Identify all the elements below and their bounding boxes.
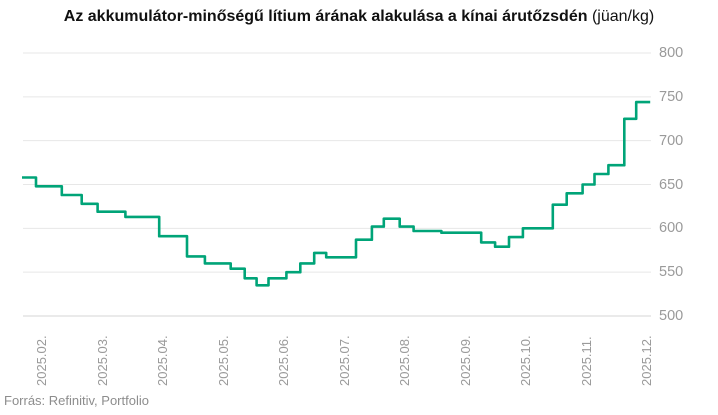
y-tick-label-650: 650: [659, 176, 684, 193]
x-tick-label-2025-09-: 2025.09.: [457, 335, 473, 386]
source-note: Forrás: Refinitiv, Portfolio: [4, 393, 149, 408]
x-tick-label-2025-04-: 2025.04.: [155, 335, 170, 386]
x-tick-label-2025-03-: 2025.03.: [94, 335, 110, 386]
chart-title-unit: (jüan/kg): [587, 8, 655, 25]
x-tick-label-2025-02-: 2025.02.: [34, 335, 49, 386]
x-tick-label-2025-06-: 2025.06.: [276, 335, 291, 386]
x-tick-label-2025-10-: 2025.10.: [518, 335, 533, 386]
y-tick-label-600: 600: [659, 220, 684, 237]
y-tick-label-700: 700: [659, 132, 684, 149]
price-line: [22, 100, 651, 287]
y-tick-label-800: 800: [659, 45, 684, 61]
y-tick-label-550: 550: [659, 264, 684, 281]
chart-title-main: Az akkumulátor-minőségű lítium árának al…: [63, 8, 588, 25]
x-tick-label-2025-07-: 2025.07.: [336, 335, 352, 386]
y-tick-label-750: 750: [659, 88, 684, 105]
y-tick-label-500: 500: [659, 308, 684, 324]
x-tick-label-2025-12-: 2025.12.: [639, 335, 654, 386]
x-tick-label-2025-08-: 2025.08.: [397, 335, 412, 386]
x-tick-label-2025-11-: 2025.11.: [578, 336, 594, 386]
x-tick-label-2025-05-: 2025.05.: [215, 335, 231, 386]
chart-title: Az akkumulátor-minőségű lítium árának al…: [0, 7, 718, 27]
